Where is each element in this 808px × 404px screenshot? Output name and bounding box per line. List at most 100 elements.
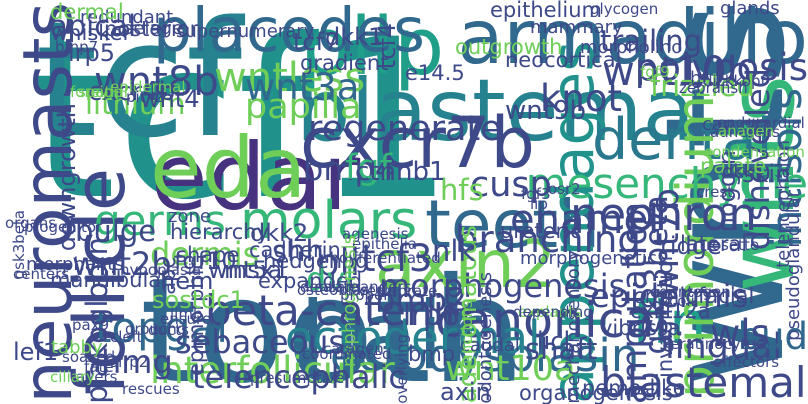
cloud-word: odontogenesis: [475, 272, 496, 404]
cloud-word: osr2: [548, 180, 581, 198]
cloud-word: tcf1: [30, 0, 455, 248]
cloud-word: wnt3a: [245, 66, 360, 109]
cloud-word: undifferentiated: [320, 249, 441, 267]
cloud-word: caudal: [460, 335, 520, 356]
cloud-word: licl: [537, 327, 571, 355]
cloud-word: posterior: [104, 17, 199, 41]
cloud-word: shaft: [525, 332, 598, 366]
cloud-word: epithelia: [352, 235, 418, 253]
cloud-word: spatial: [78, 83, 128, 101]
cloud-word: hmg: [101, 343, 173, 381]
cloud-word: coordinated: [302, 345, 392, 363]
cloud-word: epithelium: [490, 0, 602, 22]
cloud-word: cilia: [739, 116, 769, 134]
cloud-word: wnt2b: [72, 245, 172, 283]
cloud-word: fgf3: [521, 185, 551, 203]
cloud-word: lithium: [85, 87, 186, 121]
cloud-word: layers: [72, 368, 118, 386]
cloud-word: ectodysplasin: [330, 329, 640, 382]
cloud-word: pseudoglandular: [783, 190, 804, 341]
cloud-word: dvl: [306, 260, 355, 298]
cloud-word: wnt8b: [94, 59, 219, 105]
cloud-word: wnt9b: [505, 96, 586, 126]
cloud-word: lrp5: [68, 39, 116, 67]
cloud-word: edar: [151, 124, 361, 231]
cloud-word: catagen: [323, 340, 384, 358]
cloud-word: glands: [720, 0, 780, 19]
cloud-word: pax9: [72, 316, 110, 334]
cloud-word: shh: [272, 234, 324, 268]
cloud-word: beta-catenin: [205, 286, 471, 335]
cloud-word: palate: [700, 154, 767, 178]
cloud-word: zone: [168, 206, 211, 227]
cloud-word: canonical: [435, 292, 669, 349]
cloud-word: glycogen: [590, 0, 659, 18]
cloud-word: soaked: [62, 348, 116, 366]
cloud-word: hypoplasia: [120, 261, 202, 279]
cloud-word: outgrowth: [455, 35, 563, 59]
cloud-word: ridge: [660, 232, 722, 260]
cloud-word: rescues: [122, 380, 180, 398]
cloud-word: dermal: [50, 0, 124, 24]
cloud-word: cadherin: [249, 238, 341, 262]
cloud-word: placodes: [153, 0, 425, 66]
cloud-word: epidermis: [590, 277, 749, 315]
cloud-word: sfrp2: [110, 353, 149, 371]
cloud-word: pll: [316, 241, 361, 284]
cloud-word: knot: [540, 77, 623, 120]
cloud-word: fin: [632, 288, 707, 357]
cloud-word: vibrissa: [600, 316, 681, 340]
cloud-word: cxcr7b: [300, 102, 535, 184]
cloud-word: lrp6: [403, 298, 460, 332]
cloud-word: gradient: [300, 51, 389, 75]
cloud-word: ureteric: [500, 219, 582, 243]
cloud-word: ensure: [160, 310, 212, 328]
cloud-word: morpholino: [580, 37, 683, 58]
cloud-word: nephron: [570, 188, 757, 241]
cloud-word: agenesis: [342, 225, 409, 243]
cloud-word: expanded: [258, 269, 363, 293]
cloud-word: cleft: [110, 328, 143, 346]
cloud-word: skin: [742, 160, 791, 188]
cloud-word: tcf7: [293, 28, 340, 56]
cloud-word: mesenchyme: [525, 159, 808, 208]
cloud-word: sostdc1: [152, 286, 245, 314]
cloud-word: dental: [592, 107, 773, 173]
cloud-word: rosette: [706, 236, 760, 254]
cloud-word: tabby: [51, 337, 103, 358]
cloud-word: endocardial: [717, 114, 805, 132]
cloud-word: blastema: [296, 61, 696, 161]
cloud-word: polyposis: [634, 46, 808, 89]
cloud-word: axin2: [375, 226, 557, 303]
cloud-word: supernumerary: [176, 21, 315, 42]
cloud-word: organs: [5, 214, 57, 232]
cloud-word: craniofacial: [633, 284, 755, 308]
cloud-word: crest: [696, 183, 734, 201]
cloud-word: progenitor: [24, 218, 103, 236]
cloud-word: depending: [513, 303, 593, 321]
cloud-word: tcf: [35, 0, 243, 173]
cloud-word: morphants: [26, 254, 124, 275]
cloud-word: morphogenetic: [520, 248, 657, 269]
cloud-word: fgf: [345, 148, 392, 188]
cloud-word: morphogenesis: [379, 267, 626, 305]
cloud-word: bmp4: [303, 150, 396, 188]
cloud-word: cusp: [470, 165, 552, 205]
cloud-word: teeth: [425, 186, 600, 263]
cloud-word: interfollicular: [150, 349, 395, 392]
cloud-word: msx1: [224, 256, 290, 284]
cloud-word: bmp: [408, 342, 456, 366]
cloud-word: axin: [440, 378, 491, 404]
cloud-word: whisker: [51, 21, 132, 45]
cloud-word: pitx2: [126, 88, 164, 106]
cloud-word: shape: [176, 243, 240, 267]
cloud-word: keratinocytes: [662, 335, 764, 353]
cloud-word: wnt10a: [445, 349, 576, 389]
cloud-word: hedgehog: [263, 249, 369, 273]
cloud-word: bmp2: [375, 281, 468, 319]
cloud-word: papilla: [245, 87, 362, 127]
cloud-word: dkk: [722, 161, 755, 182]
cloud-word: fate: [84, 358, 114, 376]
cloud-word: proper: [340, 286, 390, 304]
